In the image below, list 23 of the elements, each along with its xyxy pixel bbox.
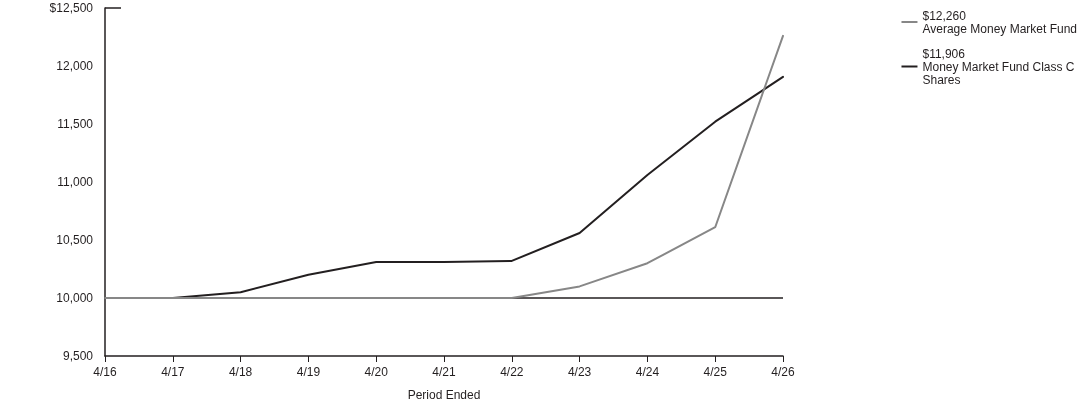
y-tick-label: 10,500 <box>56 233 94 247</box>
text: $12,260 <box>922 8 967 23</box>
y-tick-label: $12,500 <box>49 1 94 15</box>
x-axis-title: Period Ended <box>407 388 481 402</box>
text: $11,906 <box>922 46 966 61</box>
x-tick-label: 4/22 <box>500 365 524 379</box>
x-tick-label: 4/24 <box>635 365 660 379</box>
x-tick-label: 4/19 <box>296 365 321 379</box>
x-tick-label: 4/25 <box>703 365 728 379</box>
x-tick-label: 4/21 <box>432 365 456 379</box>
x-tick-label: 4/26 <box>771 365 795 379</box>
y-tick-label: 10,000 <box>56 291 94 305</box>
x-tick-label: 4/17 <box>161 365 185 379</box>
x-tick-label: 4/16 <box>93 365 117 379</box>
y-tick-label: 11,500 <box>57 117 94 131</box>
legend-label: Money Market Fund Class C Shares <box>922 59 1075 87</box>
x-tick-label: 4/20 <box>364 365 389 379</box>
x-tick-label: 4/18 <box>228 365 253 379</box>
y-tick-label: 12,000 <box>56 59 94 73</box>
x-tick-label: 4/23 <box>567 365 592 379</box>
y-tick-label: 9,500 <box>62 349 94 363</box>
y-tick-label: 11,000 <box>57 175 94 189</box>
legend-label: Average Money Market Fund <box>922 21 1078 36</box>
